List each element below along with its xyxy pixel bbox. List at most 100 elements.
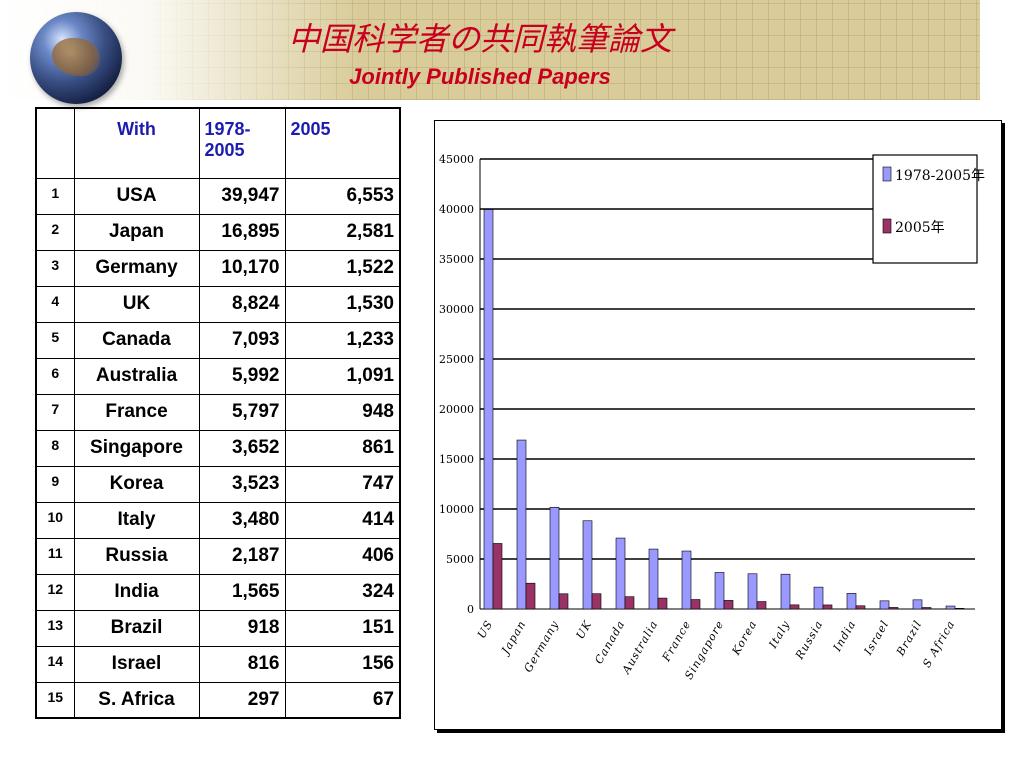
country-cell: France [73, 393, 200, 431]
x-tick-label: S Africa [920, 618, 957, 670]
bar-2005 [822, 604, 833, 610]
bar-2005 [624, 596, 635, 610]
bar-1978-2005 [582, 520, 593, 610]
total-cell: 2,187 [198, 537, 286, 575]
total-cell: 39,947 [198, 177, 286, 215]
y2005-cell: 948 [284, 393, 401, 431]
x-tick-label: France [659, 618, 693, 665]
bar-2005 [690, 599, 701, 610]
rank-cell: 15 [35, 681, 75, 719]
country-cell: Korea [73, 465, 200, 503]
rank-cell: 1 [35, 177, 75, 215]
total-cell: 297 [198, 681, 286, 719]
page-title-japanese: 中国科学者の共同執筆論文 [287, 20, 672, 58]
table-row: 6 Australia 5,992 1,091 [35, 357, 401, 395]
x-tick-label: Brazil [893, 618, 924, 659]
y-tick-label: 45000 [439, 153, 474, 166]
bar-1978-2005 [879, 600, 890, 610]
legend-label: 1978-2005年 [895, 168, 985, 184]
rank-cell: 4 [35, 285, 75, 323]
total-cell: 8,824 [198, 285, 286, 323]
bar-1978-2005 [648, 548, 659, 610]
header-1978-2005: 1978-2005 [198, 107, 286, 179]
page-title-english: Jointly Published Papers [349, 64, 611, 89]
total-cell: 16,895 [198, 213, 286, 251]
country-cell: USA [73, 177, 200, 215]
table-row: 7 France 5,797 948 [35, 393, 401, 431]
x-tick-label: India [830, 618, 859, 654]
table-row: 8 Singapore 3,652 861 [35, 429, 401, 467]
rank-cell: 2 [35, 213, 75, 251]
y2005-cell: 1,522 [284, 249, 401, 287]
legend-box [872, 154, 978, 264]
country-cell: Canada [73, 321, 200, 359]
y-tick-label: 0 [467, 603, 474, 616]
y2005-cell: 151 [284, 609, 401, 647]
rank-cell: 14 [35, 645, 75, 683]
total-cell: 816 [198, 645, 286, 683]
country-cell: Russia [73, 537, 200, 575]
rank-cell: 5 [35, 321, 75, 359]
y2005-cell: 156 [284, 645, 401, 683]
table-row: 2 Japan 16,895 2,581 [35, 213, 401, 251]
rank-cell: 10 [35, 501, 75, 539]
bar-1978-2005 [813, 586, 824, 610]
country-cell: Germany [73, 249, 200, 287]
bar-1978-2005 [945, 605, 956, 610]
table-row: 9 Korea 3,523 747 [35, 465, 401, 503]
legend-label: 2005年 [895, 220, 945, 236]
y2005-cell: 67 [284, 681, 401, 719]
country-cell: Japan [73, 213, 200, 251]
x-tick-label: Japan [498, 618, 529, 658]
country-cell: Italy [73, 501, 200, 539]
table-row: 12 India 1,565 324 [35, 573, 401, 611]
y-tick-label: 5000 [446, 553, 474, 566]
bar-2005 [723, 600, 734, 610]
y2005-cell: 2,581 [284, 213, 401, 251]
y2005-cell: 414 [284, 501, 401, 539]
rank-cell: 8 [35, 429, 75, 467]
legend-swatch [882, 218, 892, 234]
rank-cell: 12 [35, 573, 75, 611]
y2005-cell: 6,553 [284, 177, 401, 215]
legend-swatch [882, 166, 892, 182]
papers-table: With 1978-2005 2005 1 USA 39,947 6,553 2 Japa… [35, 107, 401, 719]
x-tick-label: UK [574, 618, 595, 641]
x-tick-label: US [475, 618, 496, 641]
bar-2005 [657, 597, 668, 610]
globe-land-shape [52, 38, 100, 76]
x-tick-label: Korea [729, 618, 760, 658]
y-tick-label: 10000 [439, 503, 474, 516]
table-row: 11 Russia 2,187 406 [35, 537, 401, 575]
total-cell: 5,797 [198, 393, 286, 431]
bar-2005 [888, 607, 899, 610]
bar-1978-2005 [780, 573, 791, 610]
country-cell: Australia [73, 357, 200, 395]
total-cell: 7,093 [198, 321, 286, 359]
table-row: 3 Germany 10,170 1,522 [35, 249, 401, 287]
y-tick-label: 15000 [439, 453, 474, 466]
table-row: 15 S. Africa 297 67 [35, 681, 401, 719]
bar-2005 [591, 593, 602, 610]
bar-2005 [855, 605, 866, 610]
table-row: 1 USA 39,947 6,553 [35, 177, 401, 215]
rank-cell: 9 [35, 465, 75, 503]
table-row: 14 Israel 816 156 [35, 645, 401, 683]
rank-cell: 6 [35, 357, 75, 395]
total-cell: 10,170 [198, 249, 286, 287]
table-row: 4 UK 8,824 1,530 [35, 285, 401, 323]
y2005-cell: 1,091 [284, 357, 401, 395]
bar-1978-2005 [615, 537, 626, 610]
y-tick-label: 40000 [439, 203, 474, 216]
rank-cell: 13 [35, 609, 75, 647]
bar-2005 [558, 593, 569, 610]
total-cell: 3,652 [198, 429, 286, 467]
bar-2005 [756, 601, 767, 610]
country-cell: UK [73, 285, 200, 323]
header-with: With [73, 107, 200, 179]
country-cell: Brazil [73, 609, 200, 647]
bar-1978-2005 [747, 573, 758, 610]
total-cell: 3,480 [198, 501, 286, 539]
bar-1978-2005 [516, 439, 527, 610]
y2005-cell: 1,530 [284, 285, 401, 323]
